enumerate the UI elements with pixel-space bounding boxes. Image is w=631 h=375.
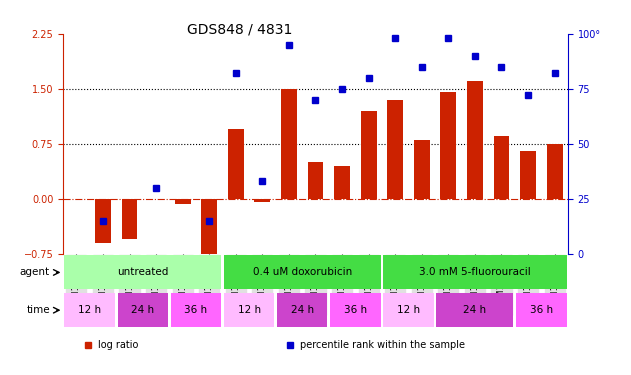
Bar (95, 199, 111, 243)
FancyBboxPatch shape (383, 293, 433, 327)
Text: 36 h: 36 h (530, 305, 553, 315)
Text: 36 h: 36 h (344, 305, 367, 315)
Text: percentile rank within the sample: percentile rank within the sample (300, 339, 465, 350)
Bar (254, 199, 270, 202)
Bar (201, 199, 217, 261)
Bar (493, 136, 509, 199)
FancyBboxPatch shape (117, 293, 168, 327)
FancyBboxPatch shape (383, 255, 567, 290)
Text: 12 h: 12 h (237, 305, 261, 315)
Bar (122, 199, 138, 239)
Bar (228, 129, 244, 199)
Text: 3.0 mM 5-fluorouracil: 3.0 mM 5-fluorouracil (419, 267, 531, 278)
Bar (281, 89, 297, 199)
Text: 24 h: 24 h (463, 305, 487, 315)
Text: GDS848 / 4831: GDS848 / 4831 (187, 22, 292, 36)
Bar (334, 166, 350, 199)
Text: 24 h: 24 h (291, 305, 314, 315)
Text: time: time (27, 305, 50, 315)
Bar (387, 100, 403, 199)
Bar (361, 111, 377, 199)
FancyBboxPatch shape (224, 255, 380, 290)
FancyBboxPatch shape (277, 293, 327, 327)
Bar (546, 144, 563, 199)
Bar (414, 140, 430, 199)
Text: untreated: untreated (117, 267, 168, 278)
FancyBboxPatch shape (64, 255, 221, 290)
Text: 0.4 uM doxorubicin: 0.4 uM doxorubicin (252, 267, 352, 278)
FancyBboxPatch shape (437, 293, 514, 327)
Bar (520, 151, 536, 199)
FancyBboxPatch shape (224, 293, 274, 327)
FancyBboxPatch shape (64, 293, 115, 327)
Text: 12 h: 12 h (397, 305, 420, 315)
Text: log ratio: log ratio (98, 339, 139, 350)
Bar (467, 81, 483, 199)
Text: agent: agent (20, 267, 50, 278)
FancyBboxPatch shape (171, 293, 221, 327)
FancyBboxPatch shape (330, 293, 380, 327)
Bar (175, 199, 191, 204)
FancyBboxPatch shape (516, 293, 567, 327)
Text: 36 h: 36 h (184, 305, 208, 315)
Bar (440, 92, 456, 199)
Bar (307, 162, 324, 199)
Text: 24 h: 24 h (131, 305, 155, 315)
Text: 12 h: 12 h (78, 305, 101, 315)
